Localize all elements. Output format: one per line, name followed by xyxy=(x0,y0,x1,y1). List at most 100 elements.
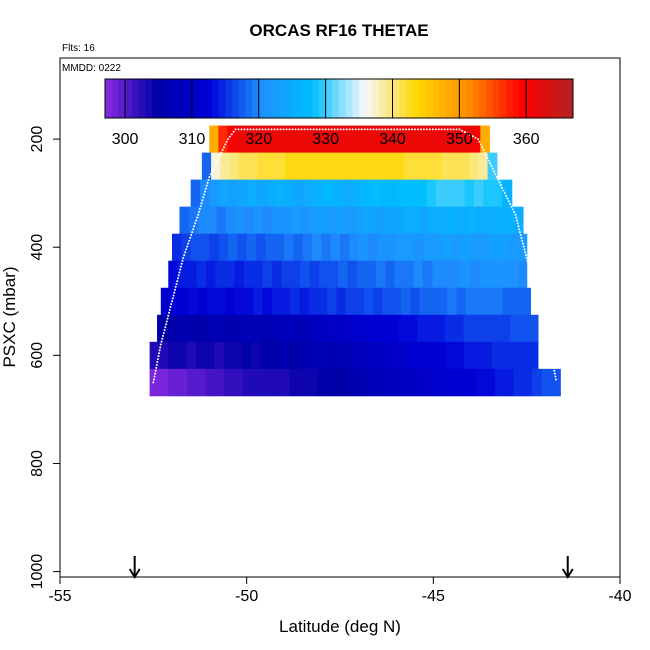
flight-track-point xyxy=(469,133,472,136)
heatmap-cell xyxy=(454,314,465,343)
heatmap-cell xyxy=(373,287,384,316)
heatmap-cell xyxy=(290,260,301,289)
colorbar-segment xyxy=(272,79,280,118)
flight-track-point xyxy=(258,128,261,131)
flight-track-point xyxy=(159,343,162,346)
colorbar-tick-label: 330 xyxy=(312,131,339,148)
heatmap-cell xyxy=(314,314,325,343)
chart-title: ORCAS RF16 THETAE xyxy=(249,21,428,40)
flight-track-point xyxy=(524,251,527,254)
flight-track-point xyxy=(519,233,522,236)
heatmap-cell xyxy=(413,260,424,289)
flight-track-point xyxy=(416,128,419,131)
flight-track-point xyxy=(535,294,538,297)
heatmap-cell xyxy=(190,179,201,208)
heatmap-cell xyxy=(205,368,216,397)
heatmap-cell xyxy=(452,233,462,262)
heatmap-cell xyxy=(438,287,448,316)
heatmap-cell xyxy=(293,233,304,262)
heatmap-cell xyxy=(383,206,394,235)
flight-track-point xyxy=(224,143,227,146)
flight-track-point xyxy=(549,352,552,355)
flight-track-point xyxy=(521,239,524,242)
heatmap-cell xyxy=(209,125,219,154)
flight-track-point xyxy=(255,128,258,131)
heatmap-cell xyxy=(463,314,474,343)
heatmap-cell xyxy=(227,125,238,154)
heatmap-cell xyxy=(355,206,366,235)
heatmap-cell xyxy=(521,287,531,316)
flight-track-point xyxy=(554,378,557,381)
heatmap-cell xyxy=(247,152,258,181)
flight-track-point xyxy=(294,128,297,131)
y-tick-label: 800 xyxy=(29,450,46,477)
heatmap-cell xyxy=(385,260,396,289)
flight-track-point xyxy=(227,138,229,141)
heatmap-cell xyxy=(439,206,450,235)
heatmap-cell xyxy=(262,260,273,289)
flight-track-point xyxy=(542,320,545,323)
flight-track-point xyxy=(172,294,175,297)
heatmap-cell xyxy=(220,152,231,181)
flight-track-point xyxy=(545,332,548,334)
flight-track-point xyxy=(548,343,551,346)
heatmap-cell xyxy=(382,368,393,397)
heatmap-cell xyxy=(308,287,319,316)
heatmap-cell xyxy=(312,152,323,181)
colorbar-segment xyxy=(245,79,253,118)
heatmap-cell xyxy=(326,368,337,397)
heatmap-cell xyxy=(473,179,484,208)
flight-track-point xyxy=(527,262,530,265)
heatmap-cell xyxy=(279,341,289,370)
heatmap-cell xyxy=(298,368,309,397)
flight-track-point xyxy=(318,128,321,131)
flight-track-point xyxy=(192,228,195,231)
heatmap-cell xyxy=(417,125,427,154)
flight-track-point xyxy=(291,128,294,131)
heatmap-cell xyxy=(212,314,223,343)
heatmap-cell xyxy=(263,206,273,235)
flight-track-point xyxy=(518,231,521,234)
heatmap-cell xyxy=(231,314,242,343)
flight-track-point xyxy=(206,181,209,184)
heatmap-cell xyxy=(284,233,294,262)
heatmap-cell xyxy=(219,179,230,208)
flight-track-point xyxy=(481,146,484,149)
colorbar-segment xyxy=(191,79,200,118)
y-tick-label: 400 xyxy=(29,234,46,261)
flight-track-point xyxy=(466,132,469,135)
heatmap-cell xyxy=(216,206,227,235)
flight-track-point xyxy=(408,128,411,131)
x-tick-label: -50 xyxy=(235,588,258,605)
flight-track-point xyxy=(549,349,552,352)
flight-track-point xyxy=(221,148,224,151)
heatmap-cell xyxy=(177,341,188,370)
heatmap-cell xyxy=(305,314,316,343)
flight-track-point xyxy=(177,274,180,277)
flight-track-point xyxy=(174,285,177,288)
flight-track-point xyxy=(542,323,545,326)
heatmap-cell xyxy=(371,341,382,370)
heatmap-cell xyxy=(290,206,301,235)
flight-track-point xyxy=(159,346,162,349)
colorbar-segment xyxy=(512,79,521,118)
colorbar-segment xyxy=(111,79,119,118)
colorbar-segment xyxy=(472,79,480,118)
marker-arrow-head xyxy=(128,568,141,579)
heatmap-cell xyxy=(256,179,267,208)
heatmap-cell xyxy=(303,179,315,208)
heatmap-cell xyxy=(249,314,260,343)
flight-track-point xyxy=(387,128,390,131)
heatmap-cell xyxy=(422,260,433,289)
heatmap-cell xyxy=(504,206,515,235)
flight-track-point xyxy=(474,136,477,139)
heatmap-cell xyxy=(404,260,415,289)
flight-track-point xyxy=(478,140,481,143)
heatmap-cell xyxy=(417,314,428,343)
heatmap-cell xyxy=(426,125,436,154)
flight-track-point xyxy=(197,210,200,213)
colorbar-segment xyxy=(412,79,420,118)
heatmap-cell xyxy=(194,314,205,343)
flight-track-point xyxy=(520,236,523,239)
heatmap-cell xyxy=(361,314,372,343)
